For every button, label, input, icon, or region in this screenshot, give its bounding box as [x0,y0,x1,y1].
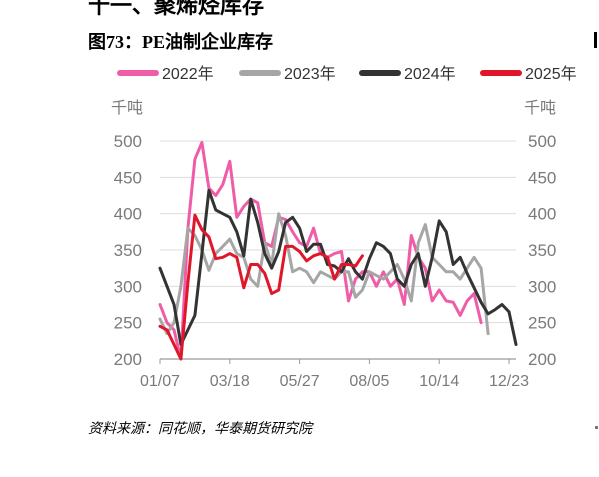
source-note: 资料来源：同花顺，华泰期货研究院 [88,420,312,436]
legend-label: 2022年 [162,65,214,83]
figure-title: 图73：PE油制企业库存 [88,32,274,52]
y-tick-label-right: 200 [528,350,556,369]
y-axis-unit-left: 千吨 [111,99,143,117]
x-tick-label: 10/14 [419,373,459,390]
y-tick-label-right: 400 [528,205,556,224]
y-tick-label-left: 500 [114,132,142,151]
y-tick-label-left: 450 [114,168,142,187]
y-axis-right: 200 250 300 350 400 450 500 [528,132,556,369]
series-line-4 [158,213,364,361]
x-tick-label: 08/05 [349,373,389,390]
y-tick-label-right: 300 [528,277,556,296]
x-tick-label: 12/23 [489,373,529,390]
y-axis-unit-right: 千吨 [524,99,556,117]
grid-lines [160,140,516,360]
x-axis: 01/07 03/18 05/27 08/05 10/14 12/23 [140,359,529,390]
legend-label: 2024年 [404,65,456,83]
y-tick-label-right: 250 [528,314,556,333]
y-tick-label-left: 350 [114,241,142,260]
x-tick-label: 03/18 [210,373,250,390]
legend: 2022年 2023年 2024年 2025年 [117,65,577,83]
y-tick-label-left: 300 [114,277,142,296]
y-tick-label-right: 350 [528,241,556,260]
y-tick-label-right: 500 [528,132,556,151]
y-tick-label-left: 400 [114,205,142,224]
y-tick-label-left: 250 [114,314,142,333]
y-tick-label-left: 200 [114,350,142,369]
y-tick-label-right: 450 [528,168,556,187]
x-tick-label: 05/27 [280,373,320,390]
legend-label: 2023年 [284,65,336,83]
x-tick-label: 01/07 [140,373,180,390]
edge-mark [594,32,597,48]
y-axis-left: 200 250 300 350 400 450 500 [114,132,142,369]
series-lines [158,141,518,361]
series-line-2 [158,212,490,336]
edge-dot [595,426,598,429]
section-heading: 十一、聚烯烃库存 [88,0,265,18]
legend-label: 2025年 [525,65,577,83]
